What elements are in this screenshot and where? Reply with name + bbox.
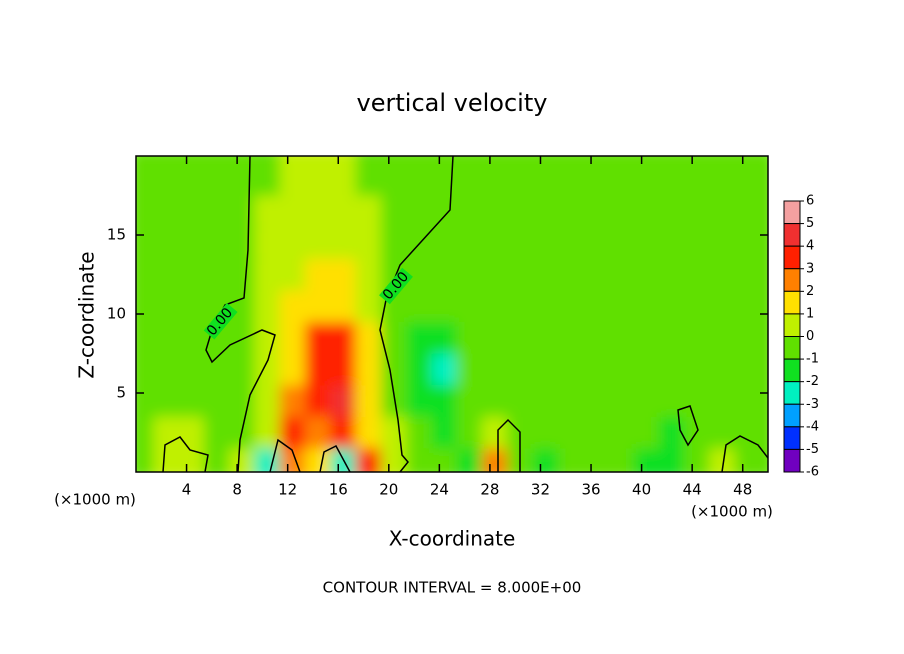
footer-note: CONTOUR INTERVAL = 8.000E+00 <box>323 579 582 597</box>
chart-title: vertical velocity <box>357 89 548 117</box>
contour-line <box>497 418 521 472</box>
x-tick-label: 12 <box>278 481 297 499</box>
x-tick-label: 48 <box>733 481 752 499</box>
x-tick-label: 28 <box>480 481 499 499</box>
contour-line <box>379 155 454 473</box>
colorbar-box <box>783 381 801 405</box>
contour-label-bg <box>379 267 413 305</box>
colorbar-label: -1 <box>806 352 819 367</box>
y-tick-label: 15 <box>107 226 126 244</box>
field <box>136 156 768 472</box>
field-cell <box>734 156 768 196</box>
colorbar-box <box>783 200 801 225</box>
colorbar-box <box>783 336 801 360</box>
x-tick-label: 4 <box>182 481 192 499</box>
contour-line <box>269 438 301 473</box>
y-axis-label: Z-coordinate <box>75 251 99 378</box>
colorbar-label: -4 <box>806 419 819 434</box>
colorbar-box <box>783 245 801 270</box>
colorbar-label: 4 <box>806 239 814 254</box>
contour-line <box>677 405 699 447</box>
x-tick-label: 16 <box>329 481 348 499</box>
colorbar-label: -3 <box>806 397 819 412</box>
colorbar-box <box>783 358 801 383</box>
x-tick-label: 20 <box>379 481 398 499</box>
colorbar-box <box>783 290 801 315</box>
x-tick-label: 36 <box>581 481 600 499</box>
contour-lines <box>162 155 769 473</box>
x-unit-label: (×1000 m) <box>691 503 773 521</box>
colorbar-box <box>783 448 801 473</box>
colorbar-box <box>783 268 801 292</box>
colorbar-box <box>783 403 801 428</box>
y-tick-label: 10 <box>107 305 126 323</box>
colorbar-label: -6 <box>806 465 819 480</box>
contour-line <box>205 155 276 473</box>
x-tick-label: 32 <box>531 481 550 499</box>
contour-line <box>162 436 209 473</box>
y-tick-label: 5 <box>116 384 126 402</box>
x-axis-label: X-coordinate <box>389 527 516 551</box>
x-tick-label: 40 <box>632 481 651 499</box>
x-unit-label: (×1000 m) <box>54 491 136 509</box>
colorbar-label: 3 <box>806 261 814 276</box>
colorbar-label: 0 <box>806 329 814 344</box>
contour-line <box>319 445 351 473</box>
colorbar-label: 2 <box>806 284 814 299</box>
x-tick-label: 44 <box>683 481 702 499</box>
colorbar-label: 5 <box>806 216 814 231</box>
contour-label-bg <box>203 302 238 340</box>
colorbar-label: -2 <box>806 374 819 389</box>
x-tick-label: 8 <box>232 481 242 499</box>
colorbar-label: -5 <box>806 442 819 457</box>
contour-line <box>721 435 769 473</box>
colorbar-box <box>783 223 801 247</box>
colorbar-box <box>783 313 801 337</box>
field-clip <box>136 156 768 472</box>
colorbar-label: 6 <box>806 194 814 209</box>
colorbar-box <box>783 426 801 450</box>
colorbar-label: 1 <box>806 306 814 321</box>
x-tick-label: 24 <box>430 481 449 499</box>
